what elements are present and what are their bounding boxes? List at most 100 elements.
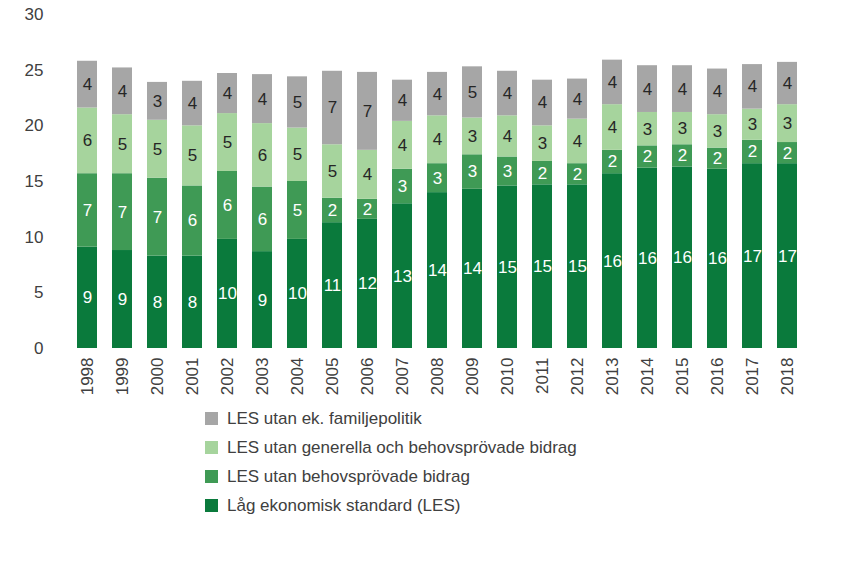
- svg-text:16: 16: [708, 249, 727, 268]
- svg-text:2000: 2000: [148, 358, 167, 396]
- svg-text:2005: 2005: [323, 358, 342, 396]
- svg-text:4: 4: [608, 73, 617, 92]
- svg-text:5: 5: [188, 146, 197, 165]
- svg-text:2: 2: [643, 147, 652, 166]
- svg-text:5: 5: [293, 201, 302, 220]
- svg-text:7: 7: [118, 203, 127, 222]
- svg-text:3: 3: [503, 162, 512, 181]
- svg-text:2014: 2014: [638, 358, 657, 396]
- svg-text:10: 10: [25, 228, 44, 247]
- svg-text:3: 3: [433, 169, 442, 188]
- svg-text:6: 6: [258, 210, 267, 229]
- svg-text:0: 0: [34, 339, 43, 358]
- svg-text:2009: 2009: [463, 358, 482, 396]
- svg-text:3: 3: [153, 92, 162, 111]
- svg-text:3: 3: [713, 122, 722, 141]
- svg-text:3: 3: [538, 134, 547, 153]
- svg-text:4: 4: [643, 80, 652, 99]
- svg-text:5: 5: [34, 283, 43, 302]
- svg-text:4: 4: [188, 94, 197, 113]
- svg-text:2018: 2018: [778, 358, 797, 396]
- svg-text:7: 7: [153, 208, 162, 227]
- svg-text:16: 16: [638, 249, 657, 268]
- svg-text:4: 4: [118, 82, 127, 101]
- svg-text:4: 4: [713, 82, 722, 101]
- svg-text:4: 4: [398, 91, 407, 110]
- svg-text:8: 8: [188, 293, 197, 312]
- svg-text:4: 4: [503, 84, 512, 103]
- svg-text:9: 9: [83, 288, 92, 307]
- svg-text:4: 4: [608, 118, 617, 137]
- svg-text:4: 4: [433, 130, 442, 149]
- svg-text:4: 4: [678, 80, 687, 99]
- svg-text:10: 10: [218, 284, 237, 303]
- svg-text:2015: 2015: [673, 358, 692, 396]
- svg-text:15: 15: [568, 257, 587, 276]
- svg-text:9: 9: [258, 291, 267, 310]
- svg-text:2: 2: [678, 146, 687, 165]
- svg-text:25: 25: [25, 61, 44, 80]
- svg-text:6: 6: [223, 196, 232, 215]
- svg-text:30: 30: [25, 5, 44, 24]
- svg-text:2006: 2006: [358, 358, 377, 396]
- svg-text:3: 3: [678, 119, 687, 138]
- svg-text:2: 2: [713, 149, 722, 168]
- svg-text:2: 2: [538, 164, 547, 183]
- svg-text:5: 5: [328, 162, 337, 181]
- svg-text:15: 15: [533, 257, 552, 276]
- svg-text:6: 6: [188, 211, 197, 230]
- svg-text:4: 4: [433, 85, 442, 104]
- svg-text:4: 4: [503, 127, 512, 146]
- svg-text:3: 3: [398, 177, 407, 196]
- svg-text:4: 4: [398, 136, 407, 155]
- svg-text:6: 6: [83, 131, 92, 150]
- svg-text:4: 4: [573, 90, 582, 109]
- svg-text:15: 15: [498, 258, 517, 277]
- svg-text:15: 15: [25, 172, 44, 191]
- svg-text:7: 7: [328, 98, 337, 117]
- svg-text:12: 12: [358, 274, 377, 293]
- svg-text:9: 9: [118, 290, 127, 309]
- svg-text:5: 5: [223, 133, 232, 152]
- svg-text:17: 17: [743, 247, 762, 266]
- svg-text:1998: 1998: [78, 358, 97, 396]
- svg-text:2004: 2004: [288, 358, 307, 396]
- svg-text:3: 3: [643, 120, 652, 139]
- svg-text:16: 16: [603, 252, 622, 271]
- svg-text:5: 5: [468, 83, 477, 102]
- svg-text:2002: 2002: [218, 358, 237, 396]
- svg-text:2016: 2016: [708, 358, 727, 396]
- svg-text:2003: 2003: [253, 358, 272, 396]
- svg-text:6: 6: [258, 146, 267, 165]
- svg-text:7: 7: [83, 201, 92, 220]
- svg-text:17: 17: [778, 247, 797, 266]
- svg-text:5: 5: [153, 140, 162, 159]
- svg-text:4: 4: [258, 90, 267, 109]
- svg-text:2012: 2012: [568, 358, 587, 396]
- svg-text:3: 3: [468, 162, 477, 181]
- svg-text:16: 16: [673, 248, 692, 267]
- svg-text:13: 13: [393, 267, 412, 286]
- svg-text:2008: 2008: [428, 358, 447, 396]
- svg-text:2: 2: [328, 201, 337, 220]
- svg-text:4: 4: [748, 77, 757, 96]
- svg-text:14: 14: [463, 259, 482, 278]
- svg-text:2017: 2017: [743, 358, 762, 396]
- svg-text:4: 4: [83, 75, 92, 94]
- svg-text:4: 4: [783, 74, 792, 93]
- svg-text:5: 5: [293, 145, 302, 164]
- svg-text:2007: 2007: [393, 358, 412, 396]
- svg-text:3: 3: [748, 115, 757, 134]
- svg-text:2011: 2011: [533, 358, 552, 395]
- svg-text:2: 2: [573, 165, 582, 184]
- svg-text:10: 10: [288, 284, 307, 303]
- svg-text:5: 5: [118, 135, 127, 154]
- svg-text:4: 4: [223, 84, 232, 103]
- svg-text:5: 5: [293, 93, 302, 112]
- svg-text:2: 2: [783, 144, 792, 163]
- svg-text:2013: 2013: [603, 358, 622, 396]
- svg-text:20: 20: [25, 116, 44, 135]
- svg-text:2: 2: [363, 200, 372, 219]
- svg-text:2001: 2001: [183, 358, 202, 396]
- svg-text:2010: 2010: [498, 358, 517, 396]
